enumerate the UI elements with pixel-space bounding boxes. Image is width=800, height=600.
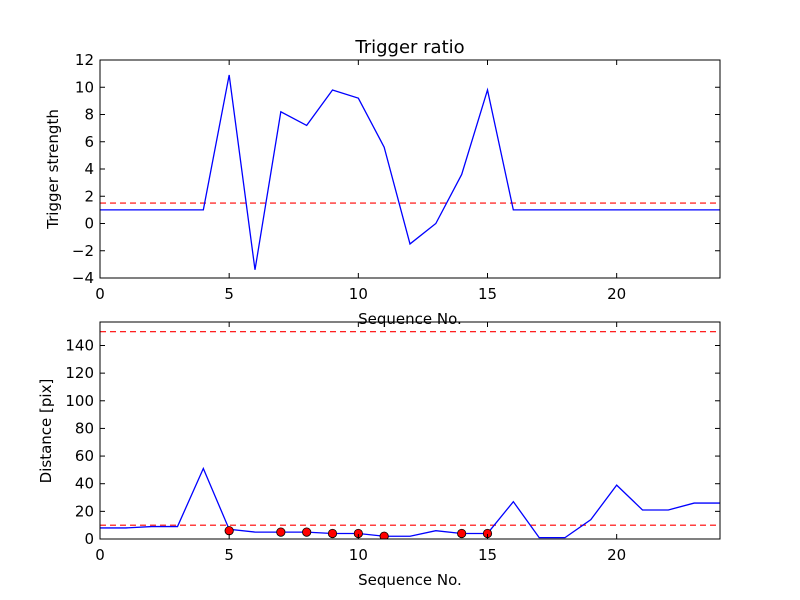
x-tick-label: 5 <box>224 285 234 303</box>
y-tick-label: 8 <box>84 106 94 124</box>
data-point-marker <box>276 527 286 537</box>
y-axis-label: Trigger strength <box>44 109 62 230</box>
y-tick-label: 12 <box>75 51 94 69</box>
x-axis-label: Sequence No. <box>358 571 462 589</box>
y-tick-label: 60 <box>75 447 94 465</box>
x-tick-label: 10 <box>349 285 368 303</box>
x-tick-label: 0 <box>95 285 105 303</box>
data-point-marker <box>327 528 338 539</box>
x-tick-label: 5 <box>224 546 234 564</box>
x-tick-label: 10 <box>349 546 368 564</box>
x-tick-label: 0 <box>95 546 105 564</box>
y-tick-label: 80 <box>75 419 94 437</box>
x-tick-label: 15 <box>478 546 497 564</box>
plot-area: 0 5 10 15 20 0 20 40 60 80 100 120 140 <box>65 321 721 564</box>
x-tick-label: 20 <box>607 285 626 303</box>
x-axis-label: Sequence No. <box>358 310 462 328</box>
axes-frame <box>99 321 721 540</box>
y-tick-label: 40 <box>75 475 94 493</box>
plot-area: 0 5 10 15 20 −4 −2 0 2 4 6 8 10 12 <box>72 51 721 303</box>
y-tick-label: 120 <box>65 364 94 382</box>
y-tick-label: 0 <box>84 530 94 548</box>
series-line <box>100 466 720 539</box>
series-line <box>100 74 720 270</box>
y-tick-label: 20 <box>75 502 94 520</box>
y-tick-label: 2 <box>84 187 94 205</box>
y-axis-label: Distance [pix] <box>37 379 55 484</box>
x-tick-label: 15 <box>478 285 497 303</box>
y-tick-label: 6 <box>84 133 94 151</box>
y-tick-label: −2 <box>72 242 94 260</box>
distance-chart: Sequence No. Distance [pix] 0 5 10 15 20 0 20 4… <box>37 321 721 589</box>
y-tick-label: 10 <box>75 78 94 96</box>
data-layer <box>100 74 720 270</box>
data-point-marker <box>379 531 389 539</box>
data-layer <box>100 331 720 539</box>
y-tick-label: 4 <box>84 160 94 178</box>
y-tick-label: −4 <box>72 269 94 287</box>
y-tick-label: 140 <box>65 336 94 354</box>
chart-title: Trigger ratio <box>354 37 464 58</box>
trigger-ratio-chart: Trigger ratio Sequence No. Trigger stren… <box>44 37 721 328</box>
y-tick-label: 0 <box>84 215 94 233</box>
data-point-marker <box>224 526 234 536</box>
data-point-marker <box>457 528 467 539</box>
data-point-marker <box>302 527 312 537</box>
y-tick-label: 100 <box>65 392 94 410</box>
x-tick-label: 20 <box>607 546 626 564</box>
